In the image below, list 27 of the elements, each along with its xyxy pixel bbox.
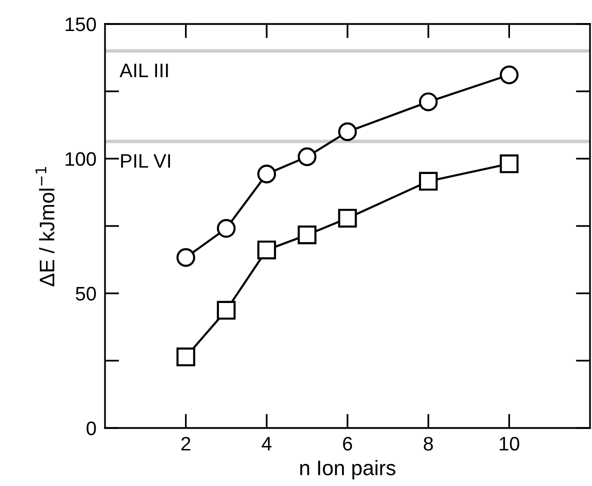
y-axis-title: ΔE / kJmol$^{−1}$ bbox=[36, 167, 54, 286]
point bbox=[418, 92, 438, 112]
point bbox=[176, 348, 196, 366]
point bbox=[338, 122, 357, 142]
x-tick-label: 2 bbox=[181, 436, 190, 450]
point bbox=[338, 208, 357, 228]
point bbox=[298, 147, 316, 166]
y-tick-label: 100 bbox=[66, 152, 96, 166]
point bbox=[500, 154, 519, 174]
point bbox=[298, 226, 316, 244]
point bbox=[500, 66, 519, 84]
x-tick-label: 4 bbox=[262, 437, 272, 450]
ref-line-label: AIL III bbox=[120, 64, 168, 78]
point bbox=[257, 164, 276, 184]
point bbox=[257, 240, 276, 260]
ref-line-label: PIL VI bbox=[121, 154, 170, 168]
y-tick-label: 150 bbox=[66, 17, 96, 32]
point bbox=[418, 172, 438, 191]
y-tick-label: 50 bbox=[76, 286, 96, 301]
x-tick-label: 10 bbox=[500, 436, 520, 451]
point bbox=[216, 219, 236, 238]
point bbox=[216, 300, 236, 320]
x-tick-label: 6 bbox=[343, 436, 352, 451]
x-axis-title: n Ion pairs bbox=[300, 460, 396, 480]
point bbox=[176, 248, 196, 267]
x-tick-label: 8 bbox=[424, 436, 433, 451]
y-tick-label: 0 bbox=[86, 421, 96, 436]
